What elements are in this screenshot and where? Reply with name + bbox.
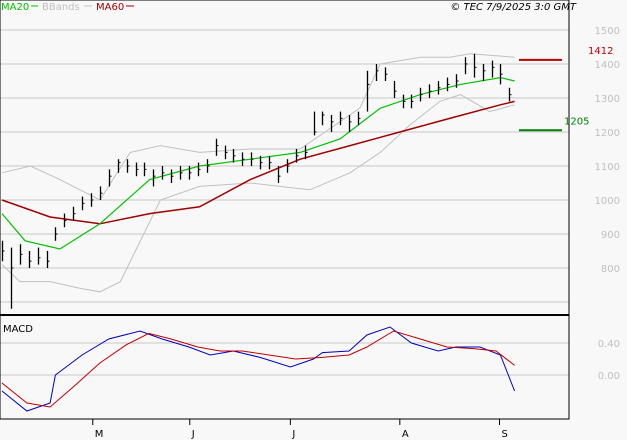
price-bar bbox=[375, 64, 379, 81]
price-bar bbox=[473, 53, 477, 78]
price-bar bbox=[161, 166, 165, 180]
price-bar bbox=[143, 162, 147, 177]
price-bar bbox=[54, 227, 58, 241]
price-bar bbox=[1, 240, 5, 262]
signal-line bbox=[1, 330, 515, 408]
price-bar bbox=[402, 94, 406, 109]
price-bar bbox=[304, 145, 308, 160]
price-bar bbox=[232, 149, 236, 163]
legend-ma60-label: MA60 bbox=[96, 2, 124, 13]
macd-panel-frame bbox=[0, 314, 570, 420]
y-tick-label: 1500 bbox=[595, 26, 620, 37]
macd-y-tick-label: 0.40 bbox=[598, 339, 620, 350]
macd-title: MACD bbox=[3, 324, 33, 335]
macd-lines bbox=[1, 326, 516, 412]
price-bar bbox=[321, 111, 325, 126]
price-bar bbox=[393, 81, 397, 98]
macd-grid bbox=[0, 342, 569, 376]
price-bar bbox=[464, 57, 468, 75]
legend-bbands-label: BBands bbox=[42, 2, 80, 13]
price-bars bbox=[1, 53, 512, 309]
price-bar bbox=[126, 159, 130, 173]
price-bar bbox=[259, 155, 263, 170]
ma60-line bbox=[1, 100, 515, 225]
price-bar bbox=[313, 111, 317, 136]
price-bar bbox=[277, 166, 281, 183]
price-bar bbox=[339, 111, 343, 126]
price-bar bbox=[37, 247, 41, 265]
price-bar bbox=[170, 169, 174, 183]
price-bar bbox=[384, 67, 388, 81]
price-bar bbox=[224, 145, 228, 160]
price-bar bbox=[28, 251, 32, 268]
price-bar bbox=[81, 196, 85, 211]
price-bar bbox=[46, 251, 50, 268]
price-bar bbox=[491, 60, 495, 78]
price-bar bbox=[63, 213, 67, 228]
x-tick-label: S bbox=[502, 429, 508, 440]
y-tick-label: 800 bbox=[601, 264, 620, 275]
price-bar bbox=[482, 64, 486, 81]
macd-y-tick-label: 0.00 bbox=[598, 371, 620, 382]
y-tick-label: 1000 bbox=[595, 196, 620, 207]
price-bar bbox=[152, 169, 156, 187]
bb-upper-line bbox=[1, 53, 515, 201]
price-bar bbox=[10, 247, 14, 309]
x-tick-label: A bbox=[402, 429, 409, 440]
y-axis-labels: 800 900 1000 1100 1200 1300 1400 1500 0.00 0.40 bbox=[595, 26, 620, 382]
price-bar bbox=[428, 84, 432, 98]
price-bar bbox=[197, 162, 201, 177]
x-tick-label: J bbox=[191, 429, 195, 440]
ma20-line bbox=[1, 76, 515, 250]
price-bar bbox=[117, 159, 121, 173]
price-bar bbox=[99, 186, 103, 200]
price-bar bbox=[72, 206, 76, 221]
x-tick-label: J bbox=[291, 429, 295, 440]
y-tick-label: 1200 bbox=[595, 128, 620, 139]
price-bar bbox=[241, 152, 245, 166]
price-bar bbox=[348, 115, 352, 132]
moving-averages bbox=[1, 76, 515, 250]
price-bar bbox=[206, 159, 210, 173]
copyright-text: © TEC 7/9/2025 3:0 GMT bbox=[450, 2, 577, 13]
price-bar bbox=[250, 152, 254, 166]
price-bar bbox=[446, 77, 450, 92]
price-bar bbox=[179, 166, 183, 180]
price-bar bbox=[108, 169, 112, 187]
resistance-label: 1412 bbox=[588, 46, 613, 57]
price-bar bbox=[268, 155, 272, 170]
price-bar bbox=[366, 70, 370, 112]
price-bar bbox=[295, 149, 299, 163]
price-bar bbox=[135, 162, 139, 177]
price-bar bbox=[330, 115, 334, 132]
price-bar bbox=[499, 64, 503, 85]
bollinger-bands bbox=[1, 53, 515, 293]
price-bar bbox=[508, 87, 512, 102]
support-label: 1205 bbox=[564, 116, 589, 127]
macd-line bbox=[1, 326, 516, 412]
price-bar bbox=[90, 193, 94, 207]
y-tick-label: 1100 bbox=[595, 162, 620, 173]
support-resistance-levels: 1412 1205 bbox=[519, 46, 613, 132]
x-tick-label: M bbox=[95, 429, 104, 440]
price-bar bbox=[188, 166, 192, 180]
price-bar bbox=[19, 244, 23, 265]
y-tick-label: 1300 bbox=[595, 94, 620, 105]
price-bar bbox=[437, 81, 441, 95]
price-grid bbox=[0, 29, 569, 303]
legend-ma20-label: MA20 bbox=[1, 2, 29, 13]
y-tick-label: 900 bbox=[601, 230, 620, 241]
price-bar bbox=[455, 74, 459, 88]
price-bar bbox=[419, 87, 423, 102]
price-bar bbox=[286, 159, 290, 173]
bb-lower-line bbox=[1, 94, 515, 293]
y-tick-label: 1400 bbox=[595, 60, 620, 71]
price-bar bbox=[215, 138, 219, 156]
legend: MA20 BBands MA60 bbox=[1, 2, 134, 13]
price-bar bbox=[357, 111, 361, 126]
price-bar bbox=[410, 94, 414, 109]
